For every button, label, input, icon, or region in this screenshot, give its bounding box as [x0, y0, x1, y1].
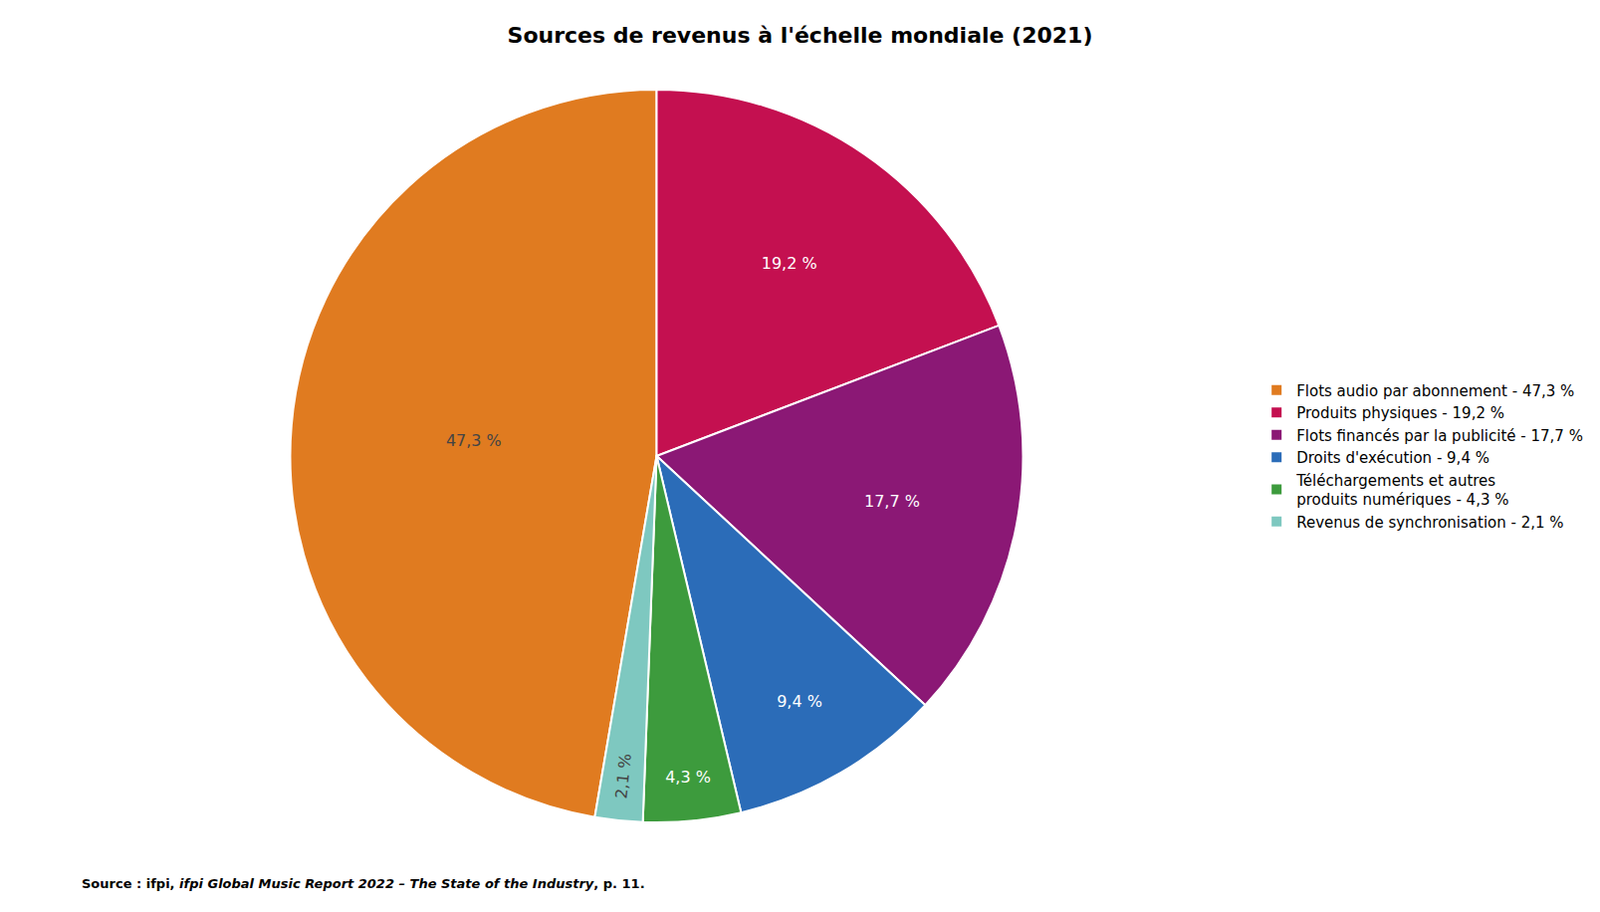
svg-text:Source : ifpi, ifpi Global Mus: Source : ifpi, ifpi Global Music Report … — [81, 876, 646, 892]
svg-text:Sources de revenus à l'échelle: Sources de revenus à l'échelle mondiale … — [507, 22, 1094, 48]
svg-text:Flots financés par la publicit: Flots financés par la publicité - 17,7 % — [1296, 427, 1584, 446]
svg-text:47,3 %: 47,3 % — [446, 431, 502, 451]
svg-text:Droits d'exécution - 9,4 %: Droits d'exécution - 9,4 % — [1296, 449, 1490, 467]
svg-text:Produits physiques - 19,2 %: Produits physiques - 19,2 % — [1296, 404, 1505, 423]
svg-text:Téléchargements et autresprodu: Téléchargements et autresproduits numéri… — [1295, 471, 1509, 510]
svg-text:4,3 %: 4,3 % — [665, 767, 711, 787]
svg-text:17,7 %: 17,7 % — [864, 491, 920, 511]
svg-text:2,1 %: 2,1 % — [611, 752, 636, 800]
svg-text:Revenus de synchronisation - 2: Revenus de synchronisation - 2,1 % — [1296, 513, 1564, 532]
svg-text:19,2 %: 19,2 % — [761, 253, 818, 273]
svg-text:Flots audio par abonnement - 4: Flots audio par abonnement - 47,3 % — [1296, 382, 1575, 401]
svg-text:9,4 %: 9,4 % — [776, 691, 823, 711]
